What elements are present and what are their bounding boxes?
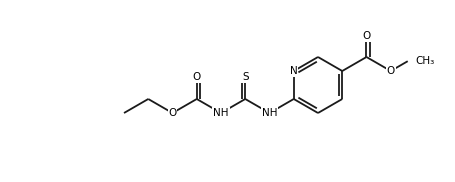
Text: O: O xyxy=(168,108,176,118)
Text: O: O xyxy=(386,66,394,76)
Text: O: O xyxy=(362,31,370,41)
Text: O: O xyxy=(192,72,201,82)
Text: N: N xyxy=(289,66,297,76)
Text: S: S xyxy=(242,72,248,82)
Text: NH: NH xyxy=(213,108,228,118)
Text: CH₃: CH₃ xyxy=(415,56,434,66)
Text: NH: NH xyxy=(261,108,277,118)
